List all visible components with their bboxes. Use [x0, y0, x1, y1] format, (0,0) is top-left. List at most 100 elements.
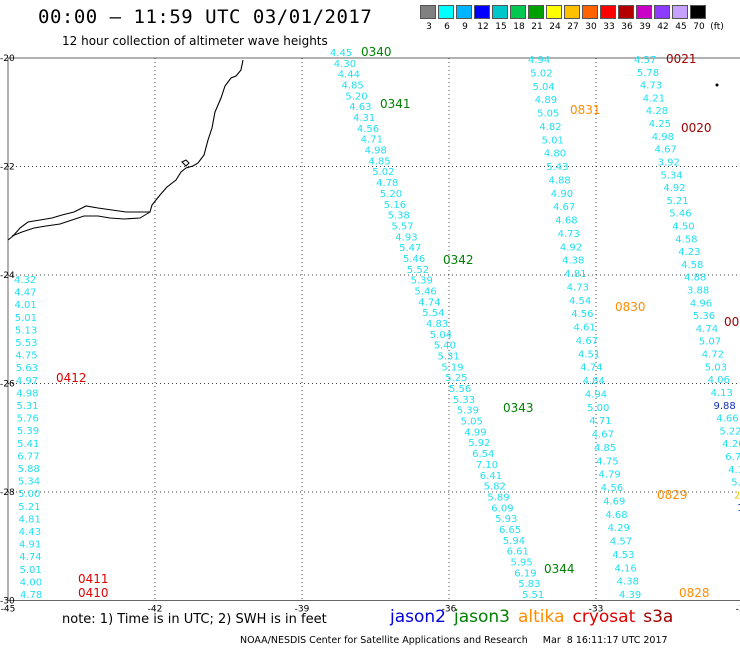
wave-height-value: 4.71	[361, 135, 383, 146]
island-dot	[715, 83, 719, 87]
wave-height-value: 5.04	[430, 330, 452, 341]
wave-height-value: 4.31	[353, 113, 375, 124]
latitude-label: -20	[0, 54, 15, 64]
satellite-track: 4.454.304.444.855.204.634.314.564.714.98…	[330, 45, 575, 601]
wave-height-value: 4.73	[558, 229, 580, 240]
wave-height-value: 5.52	[407, 265, 429, 276]
wave-height-value: 5.41	[17, 439, 39, 450]
wave-height-value: 4.99	[464, 427, 486, 438]
wave-height-value: 4.58	[675, 234, 697, 245]
color-swatch	[474, 5, 490, 19]
color-swatch	[420, 5, 436, 19]
wave-height-value: 4.71	[589, 416, 611, 427]
wave-height-value: 4.98	[652, 132, 674, 143]
south-america-coastline	[7, 59, 244, 241]
wave-height-value: 4.16	[615, 563, 637, 574]
wave-height-value: 4.69	[603, 496, 625, 507]
wave-height-value: 4.1	[728, 465, 740, 476]
wave-height-value: 5.3	[731, 478, 740, 489]
footnote: note: 1) Time is in UTC; 2) SWH is in fe…	[62, 612, 327, 627]
pass-time-label: 0020	[681, 121, 712, 135]
wave-height-value: 5.33	[453, 395, 475, 406]
wave-height-value: 5.46	[669, 209, 691, 220]
wave-height-value: 4.66	[716, 414, 738, 425]
wave-height-value: 5.51	[522, 590, 544, 601]
color-scale-label: 3	[426, 22, 432, 32]
wave-height-value: 4.84	[583, 376, 605, 387]
color-scale-label: 24	[549, 22, 561, 32]
wave-height-value: 5.02	[530, 68, 552, 79]
longitude-label: -33	[589, 605, 604, 615]
pass-time-label: 0410	[78, 586, 109, 600]
color-scale-label: (ft)	[710, 22, 724, 32]
wave-height-value: 4.74	[418, 297, 440, 308]
wave-height-value: 9.88	[714, 401, 736, 412]
wave-height-value: 4.45	[330, 48, 352, 59]
wave-height-value: 5.01	[542, 135, 564, 146]
color-scale-label: 45	[675, 22, 687, 32]
color-swatch	[492, 5, 508, 19]
wave-height-value: 4.67	[655, 145, 677, 156]
pass-time-label: 0412	[56, 371, 87, 385]
color-swatch	[438, 5, 454, 19]
wave-height-value: 4.72	[702, 350, 724, 361]
wave-height-value: 5.13	[15, 325, 37, 336]
latitude-label: -28	[0, 488, 15, 498]
wave-height-value: 5.54	[422, 308, 444, 319]
wave-height-value: 4.85	[594, 443, 616, 454]
wave-height-value: 4.78	[376, 178, 398, 189]
satellite-legend-item: altika	[518, 607, 565, 627]
wave-height-value: 4.78	[20, 590, 42, 601]
wave-height-value: 5.31	[16, 401, 38, 412]
wave-height-value: 5.63	[16, 363, 38, 374]
wave-height-value: 5.89	[487, 492, 509, 503]
wave-height-value: 4.39	[619, 590, 641, 601]
color-scale-label: 27	[567, 22, 579, 32]
wave-height-value: 5.92	[468, 438, 490, 449]
wave-height-value: 5.43	[546, 162, 568, 173]
color-swatch	[618, 5, 634, 19]
color-scale-label: 42	[657, 22, 669, 32]
wave-height-value: 5.76	[17, 414, 39, 425]
wave-height-value: 4.56	[601, 483, 623, 494]
wave-height-value: 5.05	[537, 109, 559, 120]
wave-height-value: 5.38	[388, 211, 410, 222]
wave-height-value: 4.74	[19, 552, 41, 563]
wave-height-value: 4.61	[574, 323, 596, 334]
wave-height-value: 4.56	[571, 309, 593, 320]
longitude-label: -36	[442, 605, 457, 615]
color-scale-label: 70	[693, 22, 705, 32]
wave-height-value: 5.88	[18, 464, 40, 475]
longitude-label: -39	[295, 605, 310, 615]
wave-height-value: 4.88	[549, 175, 571, 186]
pass-time-label: 0343	[503, 401, 534, 415]
map-title: 00:00 – 11:59 UTC 03/01/2017	[38, 6, 373, 28]
wave-height-value: 3.92	[658, 157, 680, 168]
wave-height-value: 4.91	[19, 540, 41, 551]
color-swatch	[528, 5, 544, 19]
wave-height-value: 4.96	[690, 298, 712, 309]
wave-height-value: 3.88	[687, 286, 709, 297]
color-scale-label: 12	[477, 22, 489, 32]
wave-height-value: 4.50	[672, 222, 694, 233]
wave-height-value: 5.39	[457, 406, 479, 417]
wave-height-value: 7.10	[476, 460, 498, 471]
wave-height-value: 5.83	[518, 579, 540, 590]
wave-height-value: 4.20	[722, 439, 740, 450]
latitude-label: -26	[0, 380, 15, 390]
wave-height-value: 5.00	[587, 403, 609, 414]
pass-time-label: 0021	[666, 52, 697, 66]
wave-height-value: 5.07	[699, 337, 721, 348]
wave-height-value: 4.81	[564, 269, 586, 280]
wave-height-value: 4.44	[338, 70, 360, 81]
latitude-label: -24	[0, 271, 15, 281]
wave-height-value: 5.47	[399, 243, 421, 254]
wave-height-value: 4.74	[696, 324, 718, 335]
wave-height-value: 5.03	[705, 362, 727, 373]
latitude-label: -22	[0, 163, 15, 173]
wave-height-value: 4.85	[368, 156, 390, 167]
wave-height-value: 4.13	[711, 388, 733, 399]
wave-height-value: 5.04	[533, 82, 555, 93]
latitude-label: -30	[0, 597, 15, 607]
wave-height-value: 4.01	[15, 300, 37, 311]
